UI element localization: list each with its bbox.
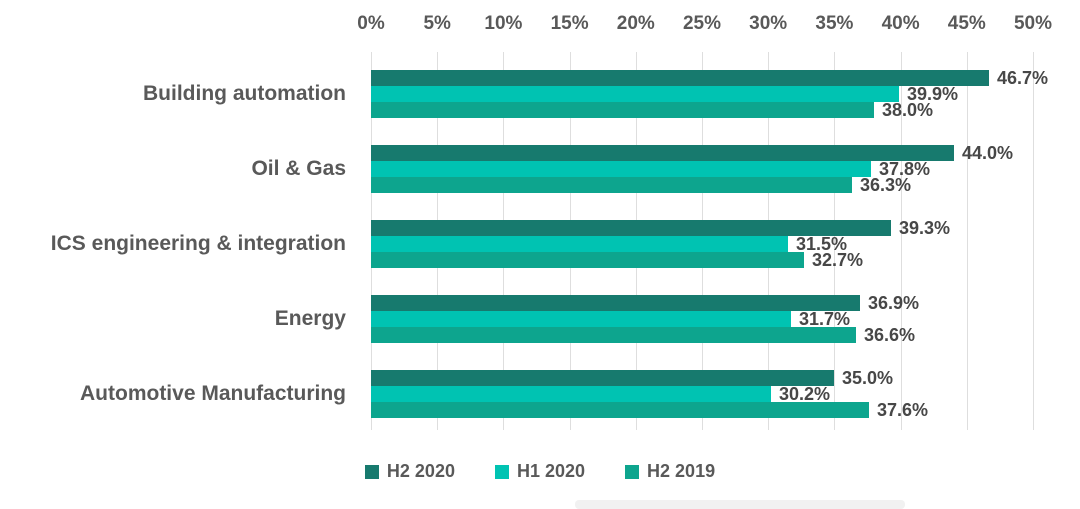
bar — [371, 177, 852, 193]
legend-swatch — [625, 464, 640, 479]
bar — [371, 145, 954, 161]
bar — [371, 327, 856, 343]
bar — [371, 402, 869, 418]
x-tick-label: 50% — [1013, 13, 1053, 34]
gridline — [834, 52, 836, 430]
legend-item: H2 2019 — [625, 461, 715, 482]
bar-value-label: 36.6% — [864, 324, 916, 345]
x-tick-label: 30% — [749, 13, 788, 34]
bar-value-label: 31.7% — [799, 308, 851, 329]
bar — [371, 102, 874, 118]
bar-value-label: 31.5% — [796, 233, 848, 254]
bar — [371, 86, 899, 102]
bar — [371, 236, 788, 252]
bar — [371, 220, 891, 236]
x-tick-label: 0% — [357, 13, 385, 34]
category-label: Automotive Manufacturing — [80, 382, 346, 405]
legend-item: H1 2020 — [494, 461, 586, 482]
bar — [371, 252, 804, 268]
category-label: Oil & Gas — [251, 157, 346, 180]
bar — [371, 70, 989, 86]
bar-value-label: 30.2% — [779, 383, 831, 404]
x-tick-label: 5% — [423, 13, 451, 34]
category-label: Energy — [274, 307, 346, 330]
legend-swatch — [494, 464, 509, 479]
legend: H2 2020 H1 2020 H2 2019 — [0, 461, 1080, 482]
legend-swatch — [364, 464, 379, 479]
bar-value-label: 37.8% — [879, 158, 931, 179]
legend-item: H2 2020 — [364, 461, 455, 482]
bar-value-label: 39.3% — [899, 217, 951, 238]
bar — [371, 295, 860, 311]
bar — [371, 161, 871, 177]
bar-value-label: 36.9% — [868, 292, 920, 313]
x-tick-label: 35% — [815, 13, 854, 34]
x-tick-label: 15% — [550, 13, 589, 34]
x-tick-label: 40% — [881, 13, 920, 34]
x-tick-label: 45% — [947, 13, 986, 34]
bottom-shadow — [575, 500, 905, 509]
bar-value-label: 37.6% — [877, 399, 929, 420]
x-tick-label: 10% — [484, 13, 523, 34]
bar-value-label: 32.7% — [812, 249, 864, 270]
category-label: Building automation — [143, 82, 346, 105]
legend-label: H2 2019 — [647, 461, 716, 481]
gridline — [966, 52, 968, 430]
bar — [371, 386, 771, 402]
legend-label: H2 2020 — [386, 461, 455, 481]
bar-value-label: 44.0% — [962, 142, 1014, 163]
gridline — [900, 52, 902, 430]
bar-value-label: 39.9% — [907, 83, 959, 104]
bar — [371, 370, 834, 386]
bar-value-label: 46.7% — [997, 67, 1049, 88]
category-label: ICS engineering & integration — [50, 232, 346, 255]
x-tick-label: 25% — [682, 13, 722, 34]
bar-value-label: 35.0% — [842, 367, 894, 388]
bar — [371, 311, 791, 327]
bar-value-label: 38.0% — [882, 99, 934, 120]
bar-value-label: 36.3% — [860, 174, 912, 195]
legend-label: H1 2020 — [516, 461, 586, 481]
gridline — [1033, 52, 1034, 430]
x-tick-label: 20% — [616, 13, 655, 34]
